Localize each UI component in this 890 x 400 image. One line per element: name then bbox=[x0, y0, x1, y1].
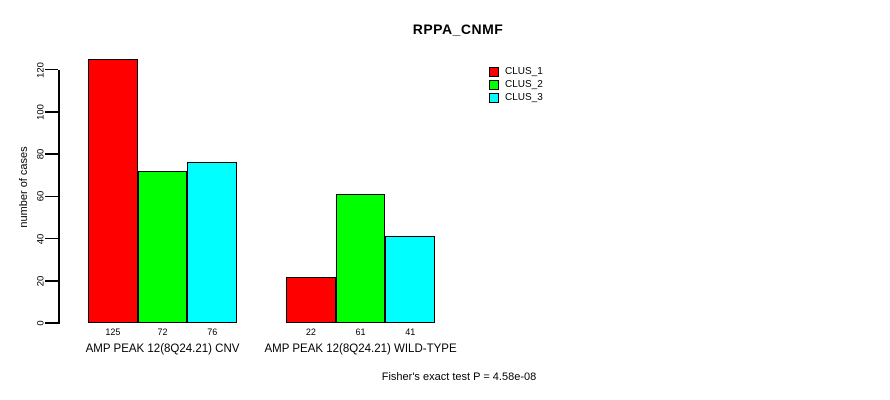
category-label: AMP PEAK 12(8Q24.21) CNV bbox=[85, 343, 240, 355]
y-axis-tick bbox=[45, 237, 58, 240]
chart-title: RPPA_CNMF bbox=[412, 21, 504, 37]
y-axis-tick-label: 100 bbox=[35, 103, 47, 120]
legend-item: CLUS_1 bbox=[489, 65, 543, 78]
y-axis-tick-label: 80 bbox=[35, 148, 47, 160]
legend-item: CLUS_3 bbox=[489, 91, 543, 104]
y-axis-tick-label: 20 bbox=[35, 275, 47, 287]
y-axis-tick bbox=[45, 111, 58, 113]
bar-value-label: 125 bbox=[105, 327, 121, 337]
y-axis-tick-label: 40 bbox=[35, 233, 47, 244]
y-axis-tick bbox=[45, 68, 58, 71]
bar-value-label: 76 bbox=[207, 327, 218, 337]
legend-swatch-icon bbox=[489, 92, 499, 103]
legend-swatch-icon bbox=[489, 79, 499, 90]
bar-clus_2-group2 bbox=[335, 194, 386, 323]
bar-clus_3-group2 bbox=[385, 236, 436, 323]
bar-clus_3-group1 bbox=[187, 162, 238, 323]
legend-label: CLUS_3 bbox=[505, 92, 543, 103]
y-axis-tick bbox=[45, 280, 58, 282]
bar-value-label: 72 bbox=[157, 327, 168, 337]
y-axis-line bbox=[58, 69, 60, 325]
y-axis-tick-label: 120 bbox=[35, 61, 47, 78]
bar-clus_1-group2 bbox=[286, 276, 336, 323]
bar-value-label: 61 bbox=[355, 327, 366, 337]
y-axis-tick-label: 60 bbox=[35, 190, 47, 202]
legend-label: CLUS_1 bbox=[505, 66, 543, 77]
y-axis-tick bbox=[45, 322, 58, 324]
bar-clus_1-group1 bbox=[88, 59, 138, 323]
legend: CLUS_1 CLUS_2 CLUS_3 bbox=[489, 65, 543, 104]
bar-clus_2-group1 bbox=[137, 170, 188, 323]
legend-swatch-icon bbox=[489, 66, 499, 77]
bar-value-label: 22 bbox=[305, 327, 316, 337]
category-label: AMP PEAK 12(8Q24.21) WILD-TYPE bbox=[264, 343, 457, 355]
bar-value-label: 41 bbox=[405, 327, 416, 337]
y-axis-tick bbox=[45, 153, 58, 155]
legend-item: CLUS_2 bbox=[489, 78, 543, 91]
y-axis-tick-label: 0 bbox=[35, 320, 47, 326]
legend-label: CLUS_2 bbox=[505, 79, 543, 90]
annotation-text: Fisher's exact test P = 4.58e-08 bbox=[381, 371, 537, 383]
y-axis-tick bbox=[45, 195, 58, 198]
